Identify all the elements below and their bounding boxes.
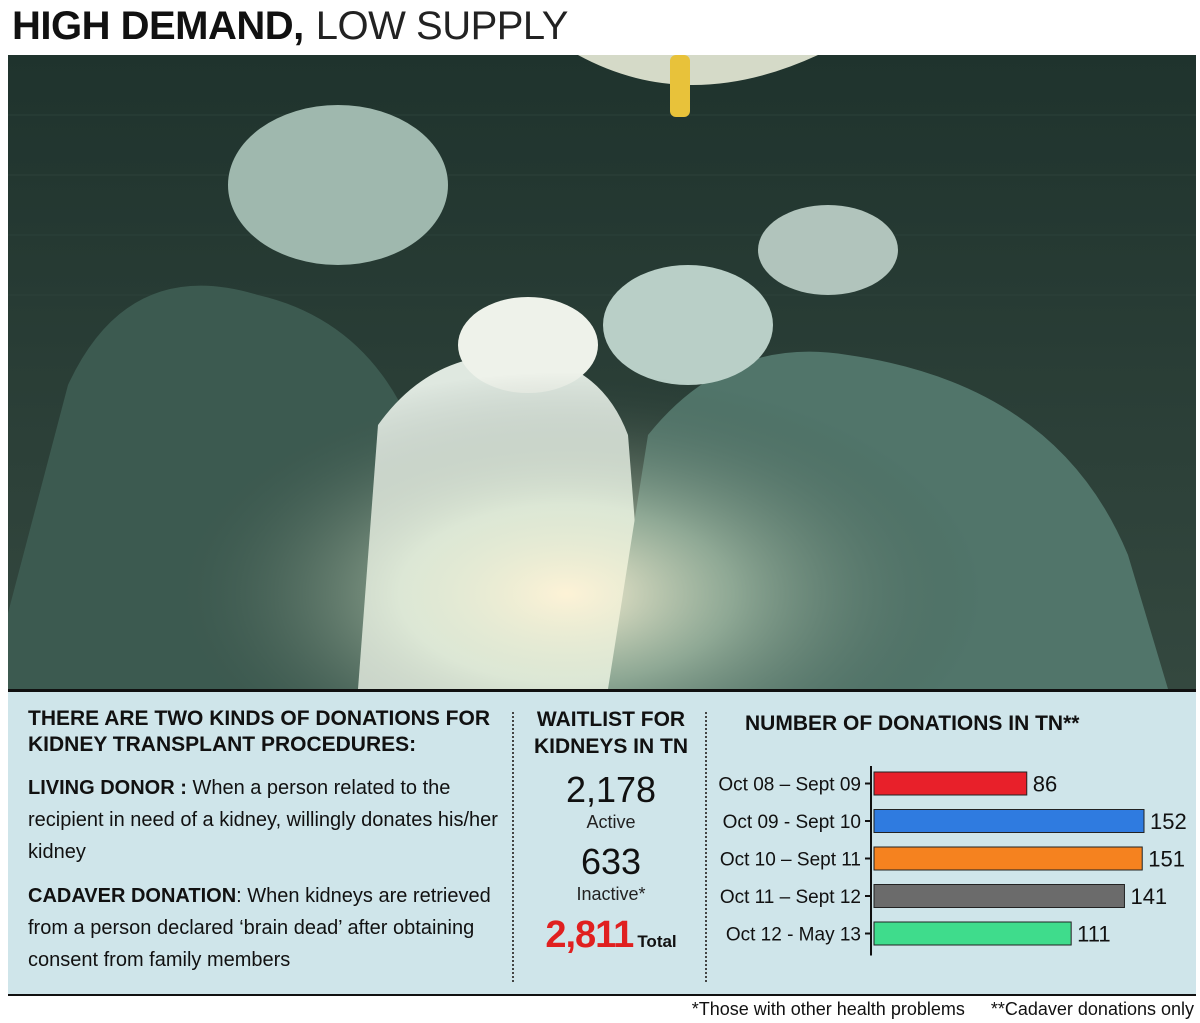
- chart-category-label: Oct 12 - May 13: [726, 925, 861, 946]
- living-donor-text: When a person related to the recipient i…: [28, 777, 498, 863]
- chart-value-label: 141: [1130, 884, 1167, 909]
- footnote-cadaver: **Cadaver donations only: [990, 999, 1194, 1019]
- chart-value-label: 151: [1148, 847, 1185, 872]
- chart-title: NUMBER OF DONATIONS IN TN**: [745, 712, 1080, 735]
- divider-right: [705, 712, 707, 982]
- chart-bar: [873, 884, 1125, 908]
- chart-category-label: Oct 11 – Sept 12: [720, 887, 861, 908]
- donations-bar-chart: Oct 08 – Sept 09 86 Oct 09 - Sept 10 152 Oct…: [718, 766, 1187, 956]
- headline-light: LOW SUPPLY: [315, 4, 569, 48]
- chart-bar: [873, 846, 1143, 871]
- waitlist-total-value: 2,811: [545, 914, 634, 956]
- chart-value-label: 111: [1077, 922, 1110, 947]
- waitlist-total: 2,811 Total: [521, 914, 701, 957]
- chart-bar: [873, 771, 1028, 796]
- headline: HIGH DEMAND, LOW SUPPLY: [12, 4, 568, 52]
- waitlist-section: WAITLIST FOR KIDNEYS IN TN 2,178 Active …: [521, 706, 701, 957]
- chart-category-label: Oct 08 – Sept 09: [718, 775, 861, 796]
- waitlist-active-value: 2,178: [565, 769, 657, 810]
- waitlist-inactive-value: 633: [580, 841, 642, 882]
- living-donor-label: LIVING DONOR :: [28, 777, 187, 799]
- waitlist-inactive-label: Inactive*: [576, 884, 646, 904]
- waitlist-total-label: Total: [637, 932, 677, 951]
- waitlist-active-label: Active: [586, 812, 636, 832]
- headline-bold: HIGH DEMAND,: [12, 4, 304, 48]
- donation-kinds-title: THERE ARE TWO KINDS OF DONATIONS FOR KID…: [28, 707, 490, 756]
- cadaver-donation-text: : When kidneys are retrieved from a pers…: [28, 885, 491, 971]
- divider-left: [512, 712, 514, 982]
- chart-category-label: Oct 09 - Sept 10: [723, 812, 861, 833]
- waitlist-title: WAITLIST FOR KIDNEYS IN TN: [533, 708, 688, 758]
- chart-value-label: 152: [1150, 809, 1187, 834]
- cadaver-donation-label: CADAVER DONATION: [28, 885, 237, 907]
- footnote-inactive: *Those with other health problems: [691, 999, 965, 1019]
- footnotes: *Those with other health problems **Cada…: [692, 999, 1194, 1020]
- cadaver-donation-paragraph: CADAVER DONATION: When kidneys are retri…: [28, 880, 498, 976]
- chart-bar: [873, 809, 1145, 833]
- chart-value-label: 86: [1033, 772, 1057, 797]
- donation-kinds-section: THERE ARE TWO KINDS OF DONATIONS FOR KID…: [28, 706, 498, 988]
- chart-category-label: Oct 10 – Sept 11: [720, 850, 861, 871]
- info-panel: THERE ARE TWO KINDS OF DONATIONS FOR KID…: [8, 692, 1196, 996]
- chart-bar: [873, 921, 1072, 946]
- surgery-photo-illustration: [8, 55, 1196, 689]
- living-donor-paragraph: LIVING DONOR : When a person related to …: [28, 772, 498, 868]
- surgery-photo: [8, 55, 1196, 692]
